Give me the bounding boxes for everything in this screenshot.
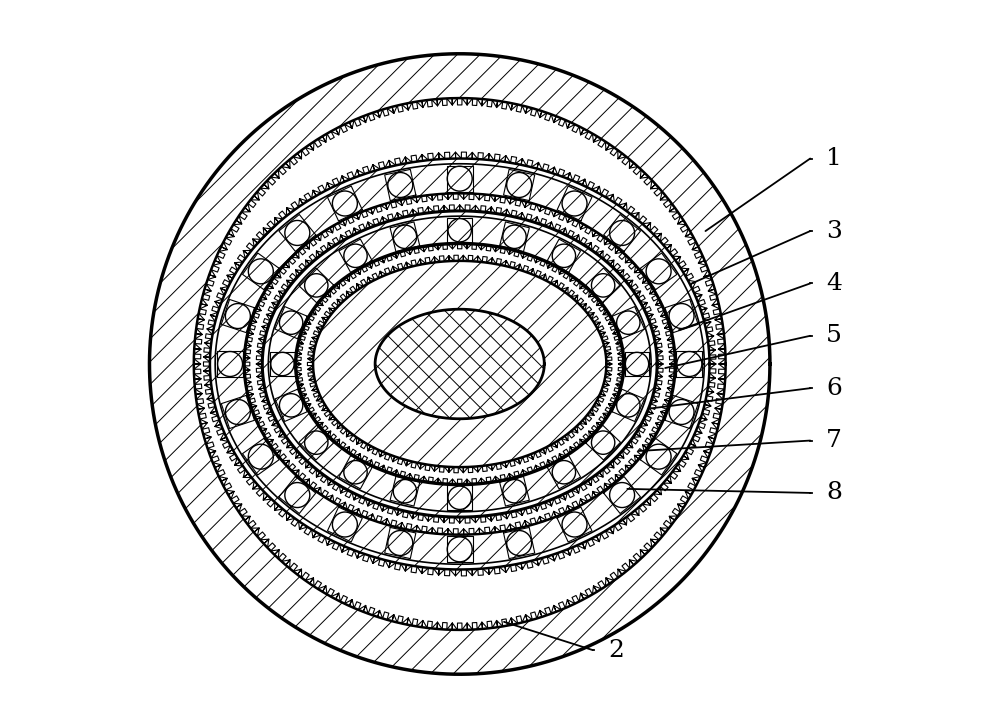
Circle shape (305, 431, 328, 454)
Text: 8: 8 (826, 481, 842, 505)
Circle shape (279, 311, 303, 334)
Circle shape (669, 304, 694, 328)
Circle shape (625, 352, 649, 376)
Circle shape (591, 431, 615, 454)
Circle shape (248, 444, 273, 469)
Circle shape (344, 244, 367, 267)
Circle shape (279, 394, 303, 417)
Circle shape (552, 244, 576, 267)
Circle shape (562, 191, 587, 216)
Circle shape (305, 274, 328, 297)
Circle shape (225, 400, 250, 424)
Circle shape (610, 483, 635, 507)
Circle shape (248, 259, 273, 284)
Circle shape (448, 218, 471, 242)
Circle shape (393, 225, 417, 248)
Circle shape (552, 461, 576, 484)
Circle shape (225, 304, 250, 328)
Circle shape (503, 225, 526, 248)
Text: 3: 3 (826, 220, 842, 242)
Text: 2: 2 (609, 638, 625, 662)
Circle shape (285, 221, 310, 245)
Circle shape (332, 512, 357, 537)
Circle shape (507, 173, 532, 197)
Circle shape (447, 537, 472, 562)
Circle shape (448, 486, 471, 510)
Circle shape (503, 480, 526, 503)
Circle shape (507, 531, 532, 555)
Circle shape (332, 191, 357, 216)
Circle shape (646, 259, 671, 284)
Circle shape (610, 221, 635, 245)
Text: 4: 4 (826, 272, 842, 295)
Circle shape (617, 394, 640, 417)
Circle shape (388, 173, 413, 197)
Circle shape (562, 512, 587, 537)
Circle shape (271, 352, 294, 376)
Text: 5: 5 (826, 324, 842, 347)
Circle shape (669, 400, 694, 424)
Text: 6: 6 (826, 376, 842, 400)
Circle shape (617, 311, 640, 334)
Text: 7: 7 (826, 429, 842, 452)
Circle shape (285, 483, 310, 507)
Circle shape (447, 166, 472, 191)
Circle shape (218, 352, 243, 376)
Circle shape (393, 480, 417, 503)
Circle shape (388, 531, 413, 555)
Circle shape (677, 352, 702, 376)
Text: 1: 1 (826, 147, 842, 170)
Circle shape (646, 444, 671, 469)
Circle shape (591, 274, 615, 297)
Circle shape (344, 461, 367, 484)
